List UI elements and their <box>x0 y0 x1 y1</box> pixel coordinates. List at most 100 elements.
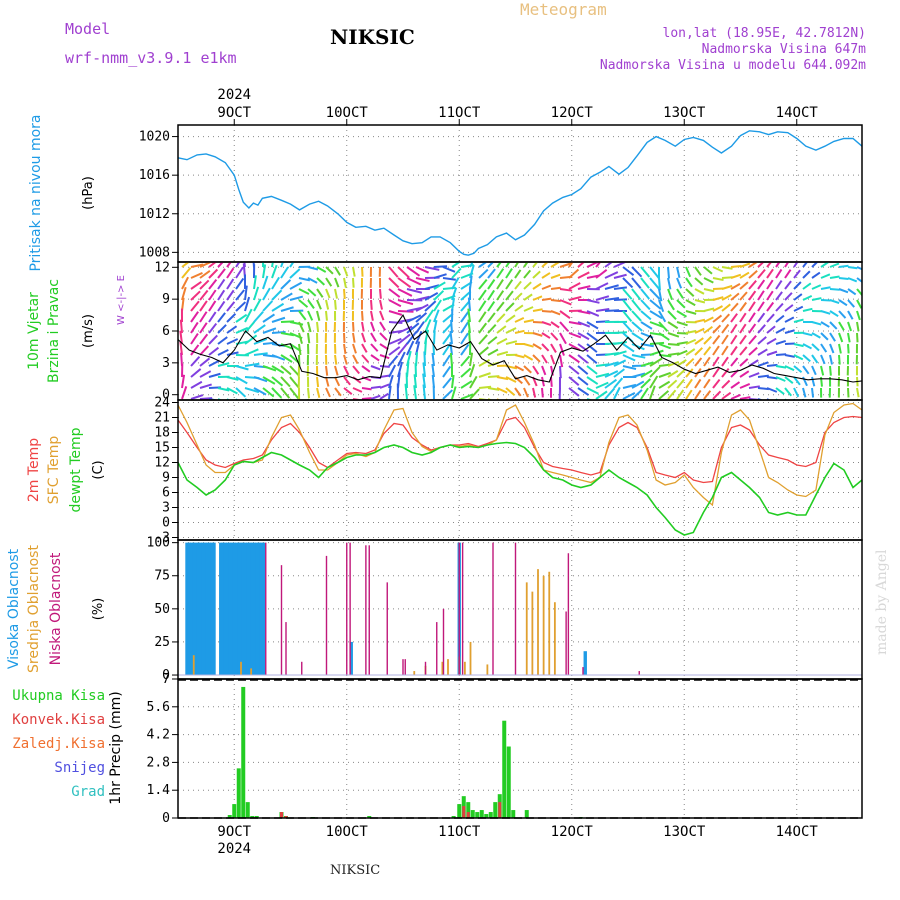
wind-arrow-256 <box>352 365 361 375</box>
wind-arrow-744 <box>694 299 706 304</box>
wind-arrow-355 <box>424 300 437 312</box>
wind-arrow-589 <box>586 310 600 317</box>
wind-arrow-444 <box>487 279 496 290</box>
wind-arrow-141 <box>271 387 283 399</box>
wind-arrow-255 <box>352 354 359 365</box>
wind-arrow-486 <box>514 316 525 323</box>
ytick-label-temperature-2: 3 <box>162 501 170 516</box>
wind-arrow-498 <box>523 306 534 312</box>
wind-arrow-496 <box>523 281 532 290</box>
wind-arrow-445 <box>487 289 495 301</box>
wind-arrow-564 <box>568 321 582 326</box>
bottom-date-label-0: 9OCT <box>217 824 251 840</box>
wind-arrow-867 <box>775 365 787 369</box>
ytick-label-precipitation-4: 5.6 <box>147 700 170 715</box>
wind-arrow-325 <box>406 266 421 277</box>
wind-arrow-254 <box>352 343 357 354</box>
wind-arrow-18 <box>190 311 199 323</box>
wind-arrow-649 <box>622 391 636 400</box>
wind-arrow-720 <box>676 321 688 327</box>
wind-arrow-577 <box>577 321 591 328</box>
wind-arrow-778 <box>712 378 721 389</box>
cloud-bar-1-5 <box>441 661 444 676</box>
wind-arrow-407 <box>460 300 471 312</box>
wind-arrow-901 <box>802 307 813 312</box>
precip-bar-0-2 <box>236 768 241 818</box>
wind-arrow-842 <box>757 374 769 378</box>
wind-arrow-478 <box>505 376 517 383</box>
wind-arrow-75 <box>226 376 239 381</box>
ytick-label-clouds-3: 75 <box>154 569 170 584</box>
wind-arrow-652 <box>631 288 642 301</box>
wind-arrow-726 <box>676 378 685 389</box>
cloud-bar-2-15 <box>458 542 460 676</box>
ytick-label-precipitation-5: 7 <box>162 672 170 687</box>
wind-arrow-969 <box>847 343 850 354</box>
wind-arrow-284 <box>370 385 381 389</box>
wind-arrow-176 <box>298 343 302 356</box>
wind-arrow-182 <box>307 266 319 271</box>
wind-arrow-856 <box>766 387 778 393</box>
wind-arrow-894 <box>793 376 801 386</box>
wind-arrow-199 <box>316 310 321 321</box>
ytick-label-clouds-2: 50 <box>154 602 170 617</box>
wind-arrow-822 <box>748 290 757 301</box>
wind-arrow-14 <box>190 271 203 279</box>
wind-arrow-676 <box>649 266 660 279</box>
wind-arrow-866 <box>775 353 787 356</box>
wind-arrow-762 <box>703 346 712 356</box>
wind-arrow-16 <box>190 290 201 301</box>
cloud-bar-0-12 <box>212 542 216 676</box>
wind-arrow-88 <box>235 376 248 385</box>
wind-arrow-663 <box>640 266 651 278</box>
wind-arrow-447 <box>487 312 496 323</box>
cloud-bar-2-11 <box>404 659 406 676</box>
wind-arrow-903 <box>802 332 813 337</box>
wind-arrow-138 <box>271 354 286 361</box>
wind-arrow-685 <box>649 357 663 367</box>
precip-bar-0-18 <box>484 814 489 818</box>
ytick-label-wind-3: 9 <box>162 292 170 307</box>
wind-arrow-188 <box>307 332 311 344</box>
wind-arrow-693 <box>658 310 667 323</box>
wind-arrow-802 <box>730 357 739 367</box>
wind-arrow-510 <box>532 295 543 301</box>
wind-arrow-815 <box>739 358 749 367</box>
wind-arrow-301 <box>388 288 401 298</box>
wind-arrow-100 <box>244 362 260 367</box>
wind-arrow-153 <box>280 376 291 388</box>
wind-arrow-535 <box>550 286 561 290</box>
wind-arrow-627 <box>613 298 628 301</box>
wind-arrow-196 <box>316 277 326 286</box>
wind-arrow-707 <box>667 321 679 330</box>
frame-precipitation <box>177 678 863 819</box>
wind-arrow-331 <box>406 322 420 334</box>
model-name: wrf-nmm_v3.9.1 e1km <box>65 49 237 67</box>
wind-arrow-342 <box>415 303 429 312</box>
cloud-bar-1-16 <box>553 602 556 676</box>
wind-arrow-351 <box>424 266 440 271</box>
wind-arrow-29 <box>199 289 209 301</box>
wind-arrow-175 <box>298 332 303 344</box>
wind-arrow-258 <box>352 387 363 393</box>
wind-arrow-852 <box>766 337 777 345</box>
wind-arrow-170 <box>298 277 311 282</box>
wind-arrow-699 <box>658 371 672 378</box>
wind-arrow-666 <box>640 299 651 311</box>
wind-arrow-326 <box>406 277 422 286</box>
wind-arrow-562 <box>568 295 582 301</box>
wind-arrow-354 <box>424 292 439 301</box>
wind-arrow-459 <box>496 301 505 312</box>
wind-arrow-433 <box>478 300 487 312</box>
cloud-bar-0-32 <box>261 542 266 676</box>
ytick-label-clouds-4: 100 <box>147 536 170 551</box>
wind-arrow-375 <box>431 374 435 389</box>
wind-arrow-337 <box>404 383 408 400</box>
bottom-date-label-2: 11OCT <box>438 824 481 840</box>
wind-arrow-298 <box>379 392 389 400</box>
wind-arrow-293 <box>379 343 389 351</box>
cloud-bar-2-1 <box>280 565 283 676</box>
wind-arrow-243 <box>343 365 350 376</box>
wind-arrow-846 <box>766 268 774 279</box>
